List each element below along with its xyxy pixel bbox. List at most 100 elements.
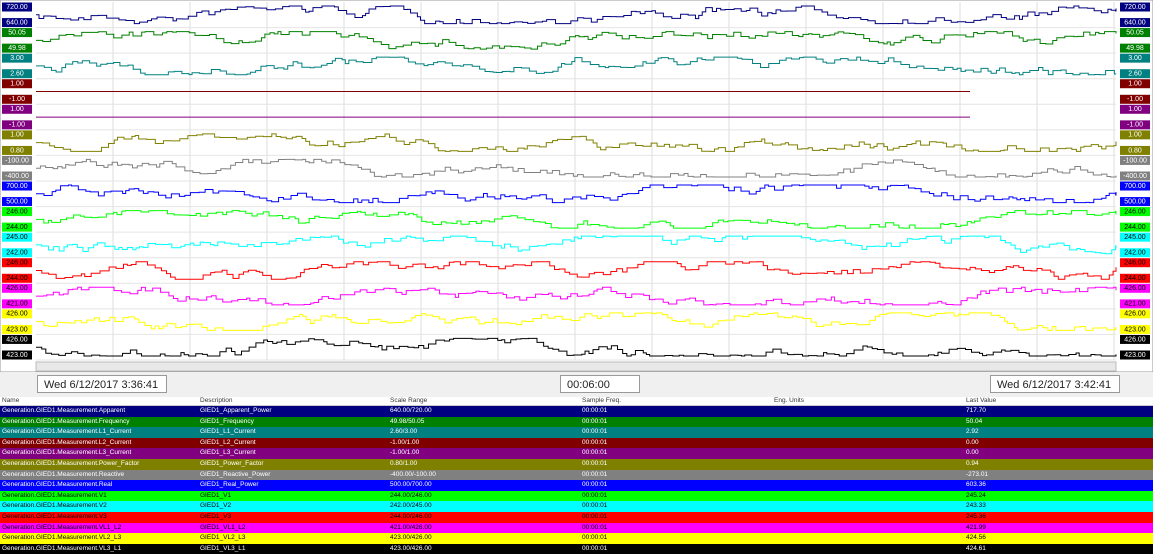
trend-line xyxy=(36,210,1117,229)
trend-line xyxy=(36,337,1117,357)
scale-label: -100.00 xyxy=(5,157,29,164)
scale-label: 640.00 xyxy=(6,19,28,26)
table-cell: 00:00:01 xyxy=(582,523,608,531)
scale-label-bg xyxy=(1120,120,1150,130)
table-cell: GIED1_VL2_L3 xyxy=(200,534,246,542)
scale-label-bg xyxy=(2,155,32,165)
scale-label: 700.00 xyxy=(6,183,28,190)
table-cell: 423.00/426.00 xyxy=(390,544,432,552)
scale-label: 426.00 xyxy=(1124,285,1146,292)
scale-label-bg xyxy=(1120,324,1150,334)
table-cell: GIED1_Power_Factor xyxy=(200,459,264,467)
scale-label-bg xyxy=(1120,334,1150,344)
scale-label-bg xyxy=(1120,283,1150,293)
scale-label-bg xyxy=(1120,248,1150,258)
scale-label: 423.00 xyxy=(1124,326,1146,333)
scrollbar xyxy=(35,361,1117,372)
scale-label: 0.80 xyxy=(1128,147,1142,154)
table-cell: Generation.GIED1.Measurement.V1 xyxy=(2,491,107,499)
scale-label-bg xyxy=(2,324,32,334)
scale-label: -400.00 xyxy=(5,173,29,180)
table-cell: 245.36 xyxy=(966,512,986,520)
pen-row[interactable]: Generation.GIED1.Measurement.V3 GIED1_V3 2… xyxy=(0,511,1153,523)
scale-label-bg xyxy=(2,197,32,207)
scale-label: 421.00 xyxy=(6,301,28,308)
scale-label-bg xyxy=(1120,222,1150,232)
table-cell: 00:00:01 xyxy=(582,512,608,520)
scale-label-bg xyxy=(2,273,32,283)
table-cell: 424.56 xyxy=(966,534,986,542)
table-cell: Generation.GIED1.Measurement.Power_Facto… xyxy=(2,459,140,467)
scale-label: 49.98 xyxy=(8,45,26,52)
pen-row[interactable]: Generation.GIED1.Measurement.L3_Current G… xyxy=(0,448,1153,459)
table-cell: 0.80/1.00 xyxy=(390,459,418,467)
scale-label-bg xyxy=(1120,309,1150,319)
pen-row[interactable]: Generation.GIED1.Measurement.L2_Current G… xyxy=(0,437,1153,449)
scale-label-bg xyxy=(2,104,32,114)
table-cell: Generation.GIED1.Measurement.Real xyxy=(2,481,113,489)
scale-label: 1.00 xyxy=(1128,132,1142,139)
scale-label: 2.60 xyxy=(10,71,24,78)
pen-row[interactable]: Generation.GIED1.Measurement.Power_Facto… xyxy=(0,458,1153,470)
scale-label-bg xyxy=(2,283,32,293)
scale-label-bg xyxy=(2,120,32,130)
scale-label: 50.05 xyxy=(1126,29,1144,36)
table-cell: 2.60/3.00 xyxy=(390,428,418,436)
table-cell: Generation.GIED1.Measurement.L2_Current xyxy=(2,438,132,446)
table-cell: 500.00/700.00 xyxy=(390,481,432,489)
table-cell: 00:00:01 xyxy=(582,470,608,478)
pen-row[interactable]: Generation.GIED1.Measurement.Apparent GIE… xyxy=(0,406,1153,417)
scale-label-bg xyxy=(2,79,32,89)
pen-row[interactable]: Generation.GIED1.Measurement.VL3_L1 GIED1… xyxy=(0,543,1153,554)
scale-label: 3.00 xyxy=(10,55,24,62)
table-cell: -1.00/1.00 xyxy=(390,438,420,446)
scale-label-bg xyxy=(2,53,32,63)
column-header: Last Value xyxy=(966,397,997,404)
scale-label-bg xyxy=(1120,94,1150,104)
scale-label: 426.00 xyxy=(1124,311,1146,318)
table-cell: 49.98/50.05 xyxy=(390,417,425,425)
table-cell: 717.70 xyxy=(966,407,986,414)
column-header: Name xyxy=(2,397,20,404)
pen-row[interactable]: Generation.GIED1.Measurement.Frequency GI… xyxy=(0,416,1153,428)
scale-label-bg xyxy=(1120,104,1150,114)
pen-row[interactable]: Generation.GIED1.Measurement.L1_Current G… xyxy=(0,427,1153,438)
pen-row[interactable]: Generation.GIED1.Measurement.Real GIED1_R… xyxy=(0,480,1153,491)
scale-label: 244.00 xyxy=(6,224,28,231)
scale-label: 246.00 xyxy=(6,208,28,215)
scale-label-bg xyxy=(2,2,32,12)
scale-label-bg xyxy=(1120,197,1150,207)
scale-label: 246.00 xyxy=(6,260,28,267)
scale-label-bg xyxy=(1120,232,1150,242)
table-cell: GIED1_V3 xyxy=(200,512,232,520)
table-cell: GIED1_VL1_L2 xyxy=(200,523,246,531)
scale-label: 720.00 xyxy=(1124,4,1146,11)
scale-label: -100.00 xyxy=(1123,157,1147,164)
scale-label-bg xyxy=(1120,145,1150,155)
scale-label: 426.00 xyxy=(6,336,28,343)
table-cell: 0.00 xyxy=(966,438,979,446)
scale-label: 1.00 xyxy=(10,132,24,139)
table-cell: Generation.GIED1.Measurement.VL2_L3 xyxy=(2,534,122,542)
scale-label: 245.00 xyxy=(1124,234,1146,241)
scale-label-bg xyxy=(2,309,32,319)
pen-row[interactable]: Generation.GIED1.Measurement.Reactive GIE… xyxy=(0,469,1153,481)
scale-label: 426.00 xyxy=(6,311,28,318)
pen-table: Name Description Scale Range Sample Freq. En… xyxy=(0,397,1153,554)
table-cell: Generation.GIED1.Measurement.VL3_L1 xyxy=(2,544,122,552)
pen-row[interactable]: Generation.GIED1.Measurement.VL2_L3 GIED1… xyxy=(0,533,1153,544)
table-cell: 00:00:01 xyxy=(582,407,608,414)
scale-label: 1.00 xyxy=(10,106,24,113)
pen-row[interactable]: Generation.GIED1.Measurement.V2 GIED1_V2 2… xyxy=(0,501,1153,512)
pen-row[interactable]: Generation.GIED1.Measurement.VL1_L2 GIED1… xyxy=(0,522,1153,534)
scale-label-bg xyxy=(2,299,32,309)
pen-row[interactable]: Generation.GIED1.Measurement.V1 GIED1_V1 2… xyxy=(0,490,1153,502)
scale-label-bg xyxy=(2,18,32,28)
scale-label-bg xyxy=(1120,28,1150,38)
time-span[interactable]: 00:06:00 xyxy=(560,375,640,393)
table-cell: 00:00:01 xyxy=(582,459,608,467)
table-cell: GIED1_L3_Current xyxy=(200,449,256,457)
scale-label-bg xyxy=(2,130,32,140)
scale-label-bg xyxy=(1120,130,1150,140)
table-cell: 244.00/246.00 xyxy=(390,491,432,499)
